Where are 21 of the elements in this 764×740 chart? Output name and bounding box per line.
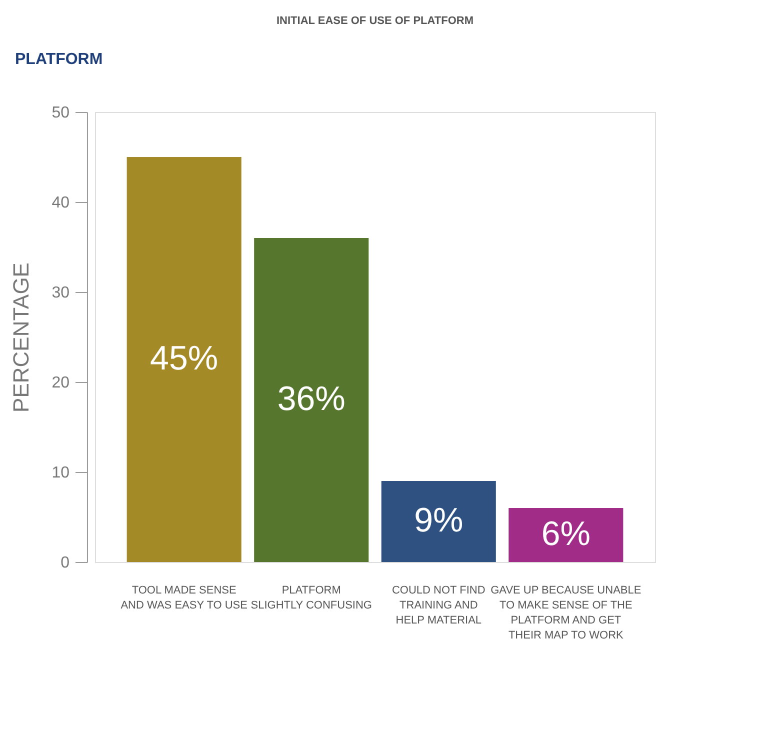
text: PLATFORM <box>15 51 103 68</box>
y-tick-label: 10 <box>52 464 70 482</box>
y-tick-label: 20 <box>52 374 70 392</box>
x-tick-label: GAVE UP BECAUSE UNABLE TO MAKE SENSE OF THE PLATFORM AND GET THEIR MAP TO WORK <box>490 584 642 642</box>
data-label: 45% <box>150 340 218 378</box>
y-axis-title: PERCENTAGE <box>8 262 34 412</box>
data-label: 36% <box>277 380 346 418</box>
chart-title: INITIAL EASE OF USE OF PLATFORM <box>276 15 474 27</box>
y-tick-label: 0 <box>60 554 70 572</box>
x-tick-label: TOOL MADE SENSE AND WAS EASY TO USE <box>120 584 248 612</box>
data-label: 6% <box>541 515 590 553</box>
y-tick-label: 50 <box>52 104 70 122</box>
x-tick-label: PLATFORM SLIGHTLY CONFUSING <box>250 584 372 612</box>
x-tick-label: COULD NOT FIND TRAINING AND HELP MATERIAL <box>392 584 486 626</box>
bar <box>381 481 496 562</box>
bar <box>508 508 624 562</box>
data-label: 9% <box>414 502 464 540</box>
y-tick-label: 30 <box>52 284 70 302</box>
y-tick-label: 40 <box>52 194 70 212</box>
bar <box>126 157 242 562</box>
bar <box>254 238 369 562</box>
